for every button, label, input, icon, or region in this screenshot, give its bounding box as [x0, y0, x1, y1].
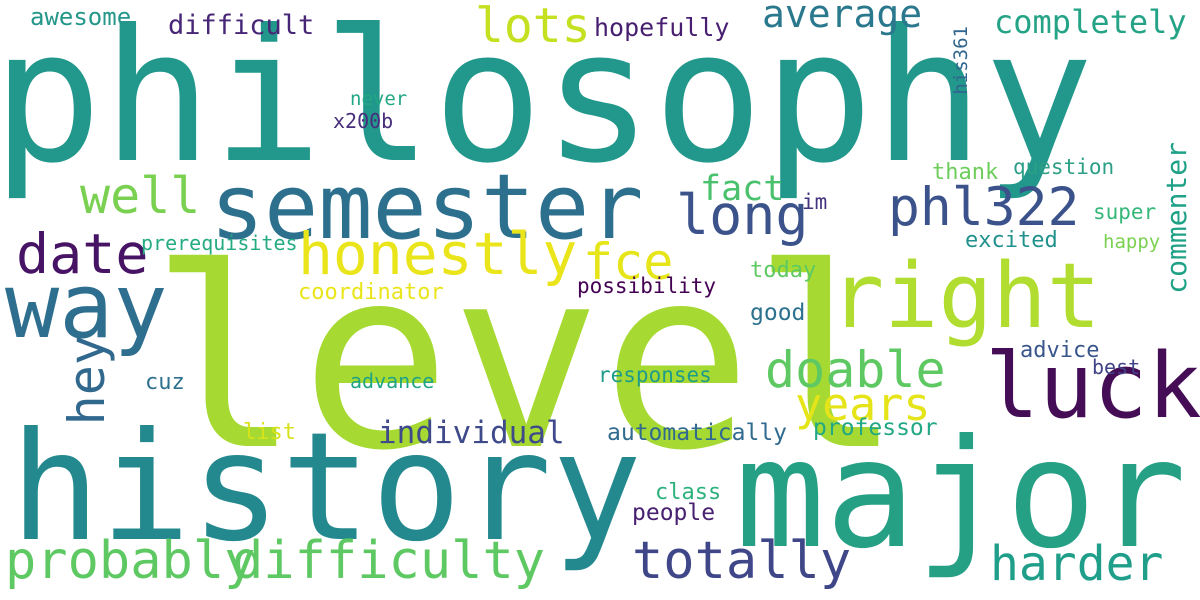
word-today: today	[750, 258, 817, 283]
word-hopefully: hopefully	[594, 13, 730, 42]
word-fce: fce	[583, 233, 674, 291]
word-thank: thank	[932, 160, 999, 185]
word-advance: advance	[350, 369, 435, 393]
word-good: good	[750, 300, 806, 326]
word-list: list	[243, 420, 296, 445]
word-honestly: honestly	[298, 220, 578, 288]
word-commenter: commenter	[1160, 142, 1193, 294]
word-major: major	[735, 408, 1187, 582]
word-best: best	[1092, 355, 1141, 379]
word-doable: doable	[765, 341, 946, 399]
word-never: never	[350, 88, 408, 110]
word-x200b: x200b	[333, 109, 394, 133]
word-happy: happy	[1103, 231, 1161, 253]
word-awesome: awesome	[30, 3, 132, 31]
word-possibility: possibility	[577, 274, 717, 298]
word-difficulty: difficulty	[232, 531, 546, 591]
word-advice: advice	[1020, 338, 1100, 363]
word-history: history	[10, 401, 643, 575]
word-long: long	[676, 183, 809, 247]
word-completely: completely	[994, 3, 1187, 41]
word-way: way	[5, 254, 168, 359]
word-phl322: phl322	[888, 177, 1080, 238]
word-responses: responses	[598, 363, 712, 387]
word-super: super	[1093, 200, 1157, 224]
word-difficult: difficult	[168, 10, 315, 41]
word-years: years	[795, 378, 931, 431]
word-average: average	[762, 0, 923, 36]
word-probably: probably	[5, 531, 256, 591]
word-coordinator: coordinator	[298, 280, 444, 305]
word-philosophy: philosophy	[0, 0, 1094, 204]
word-excited: excited	[965, 228, 1058, 253]
word-question: question	[1013, 155, 1115, 179]
word-his361: his361	[950, 26, 972, 95]
word-totally: totally	[632, 531, 852, 591]
word-cuz: cuz	[145, 370, 185, 395]
word-semester: semester	[210, 155, 644, 260]
word-fact: fact	[700, 169, 785, 209]
word-level: level	[150, 214, 903, 505]
word-right: right	[830, 244, 1101, 349]
word-harder: harder	[990, 536, 1164, 592]
word-prerequisites: prerequisites	[141, 231, 298, 255]
word-individual: individual	[378, 415, 565, 451]
word-people: people	[632, 500, 716, 526]
word-professor: professor	[813, 415, 938, 441]
word-class: class	[655, 480, 722, 505]
word-date: date	[16, 222, 149, 286]
word-lots: lots	[475, 0, 591, 54]
word-luck: luck	[985, 334, 1200, 439]
word-well: well	[80, 167, 201, 225]
word-hey: hey	[58, 335, 116, 426]
word-im: im	[802, 190, 828, 214]
word-automatically: automatically	[607, 420, 788, 446]
